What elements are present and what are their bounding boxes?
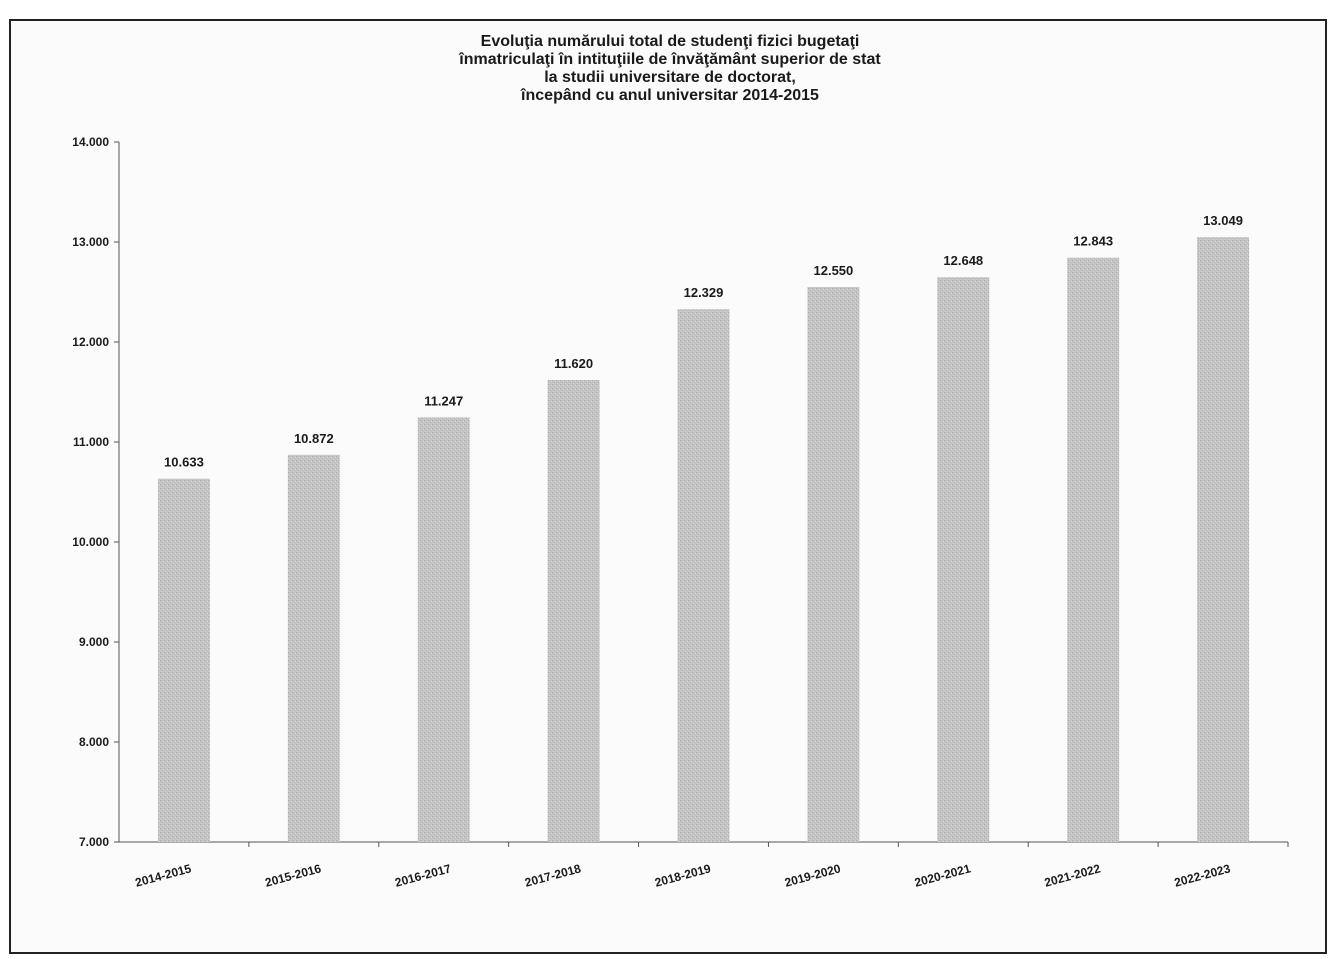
bar — [1197, 237, 1250, 843]
chart-title: Evoluţia numărului total de studenţi fiz… — [11, 33, 1329, 105]
bar — [287, 454, 340, 842]
y-tick-label: 8.000 — [79, 735, 109, 749]
y-tick-label: 10.000 — [72, 535, 109, 549]
data-label: 11.620 — [554, 356, 593, 371]
chart-title-line-4: începând cu anul universitar 2014-2015 — [521, 87, 819, 104]
bar — [807, 287, 860, 842]
data-label: 12.329 — [684, 285, 724, 300]
chart-title-line-2: înmatriculaţi în intituţiile de învăţămâ… — [459, 51, 881, 68]
data-label: 13.049 — [1203, 213, 1243, 228]
bar — [157, 478, 210, 842]
y-tick-label: 13.000 — [72, 235, 109, 249]
chart-title-line-1: Evoluţia numărului total de studenţi fiz… — [480, 33, 860, 50]
y-tick-label: 9.000 — [79, 635, 109, 649]
bar — [677, 309, 730, 843]
x-tick-label: 2019-2020 — [783, 861, 842, 889]
x-tick-label: 2016-2017 — [393, 861, 452, 889]
y-tick-label: 7.000 — [79, 835, 109, 849]
x-tick-label: 2022-2023 — [1173, 861, 1232, 889]
chart-title-line-3: la studii universitare de doctorat, — [544, 69, 796, 86]
data-label: 12.550 — [814, 263, 854, 278]
x-tick-label: 2017-2018 — [523, 861, 582, 889]
bar — [937, 277, 990, 842]
bar — [1067, 257, 1120, 842]
data-label: 10.872 — [294, 431, 334, 446]
x-tick-label: 2021-2022 — [1043, 861, 1102, 889]
data-label: 11.247 — [424, 393, 463, 408]
data-label: 12.843 — [1073, 234, 1113, 249]
x-tick-label: 2015-2016 — [264, 861, 323, 889]
data-label: 12.648 — [943, 253, 983, 268]
bar — [417, 417, 470, 842]
bar — [547, 380, 600, 842]
data-label: 10.633 — [164, 455, 204, 470]
x-tick-label: 2018-2019 — [653, 861, 712, 889]
x-tick-label: 2020-2021 — [913, 861, 972, 889]
y-tick-label: 12.000 — [72, 335, 109, 349]
y-tick-label: 11.000 — [73, 435, 109, 449]
x-tick-label: 2014-2015 — [134, 861, 193, 889]
y-tick-label: 14.000 — [72, 135, 109, 149]
